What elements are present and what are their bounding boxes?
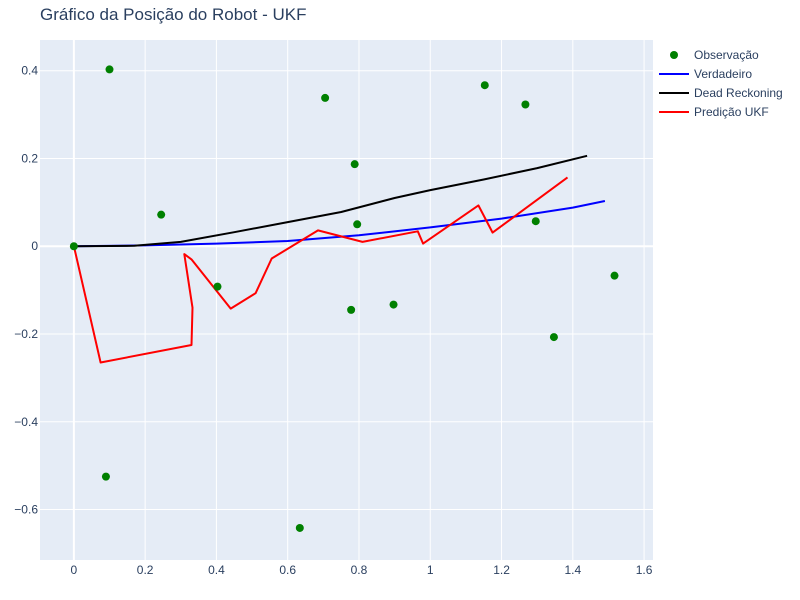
- series-predicao-ukf: [72, 176, 569, 364]
- x-tick-label: 0: [71, 563, 78, 577]
- data-point: [350, 160, 359, 169]
- data-point: [213, 282, 222, 291]
- legend-label: Predição UKF: [694, 105, 769, 119]
- legend-label: Dead Reckoning: [694, 86, 783, 100]
- data-point: [549, 333, 558, 342]
- series-line-predicao-ukf: [72, 176, 569, 364]
- data-point: [69, 242, 78, 251]
- x-tick-label: 0.2: [137, 563, 154, 577]
- x-tick-label: 1: [427, 563, 434, 577]
- chart-title: Gráfico da Posição do Robot - UKF: [40, 5, 306, 24]
- legend-label: Verdadeiro: [694, 67, 752, 81]
- data-point: [101, 472, 110, 481]
- legend-item-verdadeiro[interactable]: Verdadeiro: [659, 67, 752, 81]
- data-point: [105, 65, 114, 74]
- legend: Observação Verdadeiro Dead Reckoning Prediç…: [659, 48, 783, 119]
- data-point: [353, 220, 362, 229]
- y-tick-label: −0.6: [14, 503, 38, 517]
- data-point: [610, 271, 619, 280]
- data-point: [321, 93, 330, 102]
- data-point: [480, 81, 489, 90]
- data-point: [521, 100, 530, 109]
- x-tick-label: 0.6: [279, 563, 296, 577]
- y-tick-label: 0: [31, 239, 38, 253]
- x-tick-label: 1.6: [636, 563, 653, 577]
- data-point: [347, 305, 356, 314]
- y-tick-label: −0.4: [14, 415, 38, 429]
- series-observacao: [69, 65, 619, 532]
- y-tick-label: 0.4: [21, 64, 38, 78]
- legend-item-predicao-ukf[interactable]: Predição UKF: [659, 105, 769, 119]
- x-tick-label: 1.4: [564, 563, 581, 577]
- series-layer: [69, 65, 619, 532]
- series-line-dead-reckoning: [73, 154, 588, 248]
- legend-item-dead-reckoning[interactable]: Dead Reckoning: [659, 86, 783, 100]
- legend-item-observacao[interactable]: Observação: [670, 48, 759, 62]
- data-point: [389, 300, 398, 309]
- plot-area: [40, 40, 653, 560]
- tick-labels: 0 0.2 0.4 0.6 0.8 1 1.2 1.4 1.6 −0.6 −0.4 −0.2 0 0.2 0…: [14, 64, 652, 577]
- x-tick-label: 0.4: [208, 563, 225, 577]
- data-point: [157, 210, 166, 219]
- legend-label: Observação: [694, 48, 759, 62]
- data-point: [295, 523, 304, 532]
- y-tick-label: 0.2: [21, 151, 38, 165]
- data-point: [531, 217, 540, 226]
- x-tick-label: 1.2: [493, 563, 510, 577]
- grid: [40, 40, 653, 560]
- series-line-verdadeiro: [73, 200, 606, 248]
- series-verdadeiro: [73, 200, 606, 248]
- series-dead-reckoning: [73, 154, 588, 248]
- legend-swatch: [670, 51, 678, 59]
- x-tick-label: 0.8: [351, 563, 368, 577]
- y-tick-label: −0.2: [14, 327, 38, 341]
